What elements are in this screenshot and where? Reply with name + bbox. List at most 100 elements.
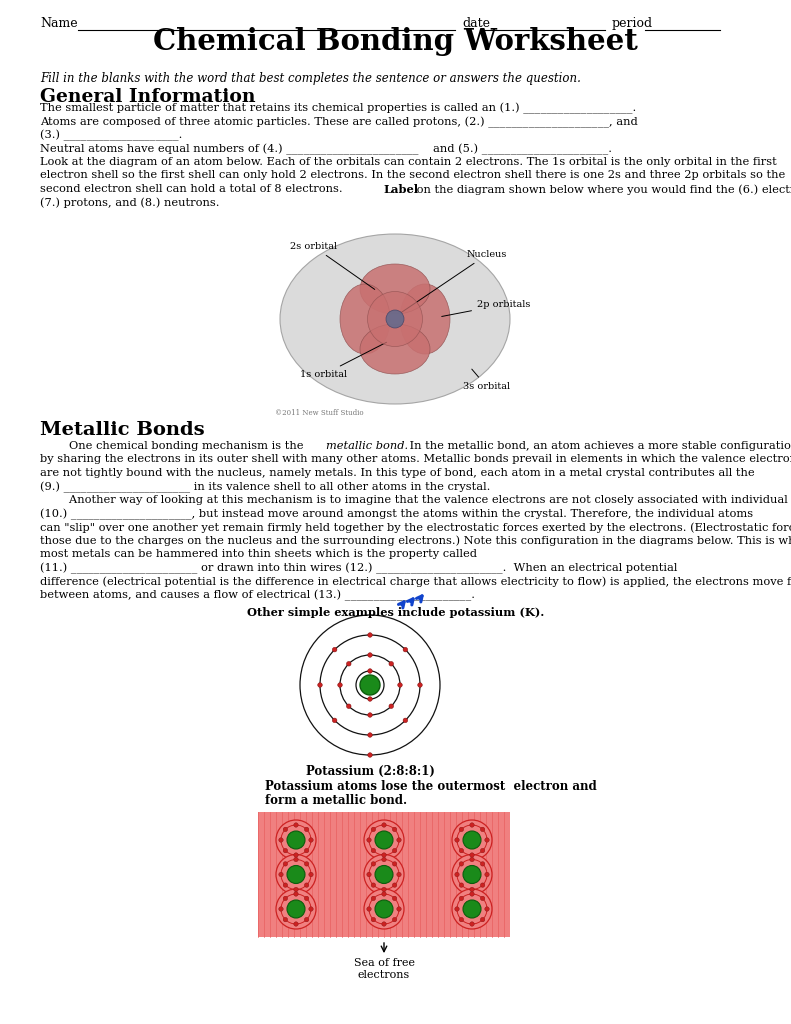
Text: One chemical bonding mechanism is the: One chemical bonding mechanism is the <box>40 441 307 451</box>
Circle shape <box>460 918 464 922</box>
Text: electron shell so the first shell can only hold 2 electrons. In the second elect: electron shell so the first shell can on… <box>40 171 785 180</box>
Ellipse shape <box>368 292 422 346</box>
Circle shape <box>368 753 373 758</box>
Ellipse shape <box>400 284 450 354</box>
Circle shape <box>346 662 351 666</box>
Circle shape <box>389 703 393 709</box>
Circle shape <box>392 827 397 831</box>
Circle shape <box>470 922 474 926</box>
Circle shape <box>305 883 308 888</box>
Circle shape <box>305 849 308 853</box>
Circle shape <box>485 838 489 842</box>
Text: (9.) ______________________ in its valence shell to all other atoms in the cryst: (9.) ______________________ in its valen… <box>40 481 490 493</box>
Circle shape <box>308 907 313 911</box>
Circle shape <box>293 922 298 926</box>
Circle shape <box>371 861 376 866</box>
Circle shape <box>382 892 386 896</box>
Ellipse shape <box>280 234 510 404</box>
Circle shape <box>368 669 373 673</box>
Circle shape <box>276 889 316 929</box>
Circle shape <box>346 703 351 709</box>
Circle shape <box>360 675 380 695</box>
Text: Name: Name <box>40 17 78 30</box>
Circle shape <box>485 872 489 877</box>
Text: are not tightly bound with the nucleus, namely metals. In this type of bond, eac: are not tightly bound with the nucleus, … <box>40 468 755 478</box>
Ellipse shape <box>386 310 404 328</box>
Text: metallic bond.: metallic bond. <box>326 441 408 451</box>
Circle shape <box>452 854 492 895</box>
Text: difference (electrical potential is the difference in electrical charge that all: difference (electrical potential is the … <box>40 575 791 587</box>
Circle shape <box>368 652 373 657</box>
Circle shape <box>392 883 397 888</box>
Circle shape <box>276 820 316 860</box>
Text: (10.) _____________________, but instead move around amongst the atoms within th: (10.) _____________________, but instead… <box>40 509 753 520</box>
Circle shape <box>276 854 316 895</box>
Text: General Information: General Information <box>40 88 255 106</box>
Circle shape <box>293 853 298 857</box>
Circle shape <box>403 718 407 723</box>
Circle shape <box>283 861 288 866</box>
Circle shape <box>382 888 386 892</box>
Circle shape <box>283 896 288 900</box>
Circle shape <box>368 733 373 737</box>
Circle shape <box>452 820 492 860</box>
Circle shape <box>455 907 460 911</box>
Circle shape <box>460 849 464 853</box>
Text: (11.) ______________________ or drawn into thin wires (12.) ____________________: (11.) ______________________ or drawn in… <box>40 562 677 573</box>
Text: ©2011 New Stuff Studio: ©2011 New Stuff Studio <box>275 409 364 417</box>
Text: 2s orbital: 2s orbital <box>290 242 375 290</box>
Text: Nucleus: Nucleus <box>401 250 507 312</box>
Text: can "slip" over one another yet remain firmly held together by the electrostatic: can "slip" over one another yet remain f… <box>40 522 791 532</box>
Circle shape <box>364 889 404 929</box>
Circle shape <box>418 683 422 687</box>
Circle shape <box>455 872 460 877</box>
Circle shape <box>452 889 492 929</box>
Circle shape <box>470 888 474 892</box>
Circle shape <box>287 865 305 884</box>
Circle shape <box>470 853 474 857</box>
Bar <box>258 812 510 937</box>
Circle shape <box>364 854 404 895</box>
Text: form a metallic bond.: form a metallic bond. <box>265 794 407 807</box>
Text: Potassium atoms lose the outermost  electron and: Potassium atoms lose the outermost elect… <box>265 780 596 793</box>
Circle shape <box>283 918 288 922</box>
Circle shape <box>371 918 376 922</box>
Text: Label: Label <box>383 184 418 195</box>
Circle shape <box>308 872 313 877</box>
Circle shape <box>480 883 485 888</box>
Circle shape <box>392 918 397 922</box>
Circle shape <box>308 838 313 842</box>
Text: period: period <box>612 17 653 30</box>
Circle shape <box>364 820 404 860</box>
Circle shape <box>375 900 393 918</box>
Text: The smallest particle of matter that retains its chemical properties is called a: The smallest particle of matter that ret… <box>40 103 636 115</box>
Circle shape <box>470 857 474 862</box>
Circle shape <box>480 861 485 866</box>
Circle shape <box>382 823 386 827</box>
Text: Another way of looking at this mechanism is to imagine that the valence electron: Another way of looking at this mechanism… <box>40 495 788 505</box>
Text: those due to the charges on the nucleus and the surrounding electrons.) Note thi: those due to the charges on the nucleus … <box>40 536 791 546</box>
Circle shape <box>283 883 288 888</box>
Circle shape <box>480 827 485 831</box>
Text: Sea of free: Sea of free <box>354 958 414 968</box>
Circle shape <box>367 872 371 877</box>
Text: Potassium (2:8:8:1): Potassium (2:8:8:1) <box>305 765 434 778</box>
Circle shape <box>470 823 474 827</box>
Circle shape <box>403 647 407 652</box>
Text: date: date <box>462 17 490 30</box>
Circle shape <box>293 857 298 862</box>
Text: Other simple examples include potassium (K).: Other simple examples include potassium … <box>247 607 544 618</box>
Circle shape <box>332 718 337 723</box>
Text: second electron shell can hold a total of 8 electrons.: second electron shell can hold a total o… <box>40 184 346 194</box>
Text: by sharing the electrons in its outer shell with many other atoms. Metallic bond: by sharing the electrons in its outer sh… <box>40 455 791 465</box>
Circle shape <box>367 838 371 842</box>
Circle shape <box>392 849 397 853</box>
Circle shape <box>470 892 474 896</box>
Circle shape <box>293 888 298 892</box>
Circle shape <box>485 907 489 911</box>
Text: 3s orbital: 3s orbital <box>463 369 510 391</box>
Circle shape <box>332 647 337 652</box>
Circle shape <box>375 831 393 849</box>
Text: between atoms, and causes a flow of electrical (13.) ______________________.: between atoms, and causes a flow of elec… <box>40 590 475 601</box>
Text: most metals can be hammered into thin sheets which is the property called: most metals can be hammered into thin sh… <box>40 549 477 559</box>
